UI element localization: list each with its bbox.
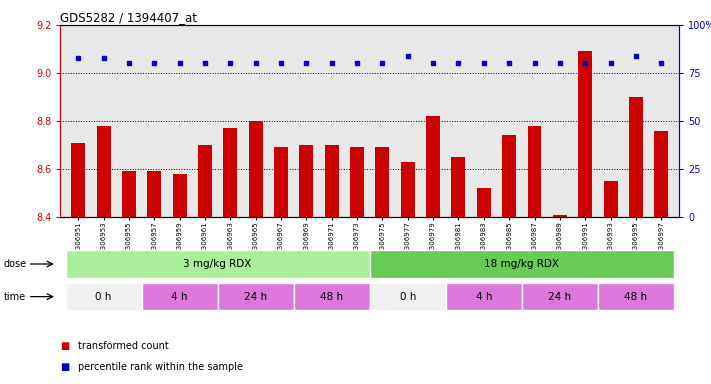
Bar [294,283,370,310]
Bar [223,128,237,217]
Bar [522,283,598,310]
Text: 0 h: 0 h [95,291,112,302]
Bar [141,283,218,310]
Bar [553,215,567,217]
Bar [218,283,294,310]
Bar [97,126,110,217]
Bar [370,283,446,310]
Text: 0 h: 0 h [400,291,416,302]
Bar [274,147,288,217]
Bar [198,145,212,217]
Bar [65,250,370,278]
Text: 24 h: 24 h [244,291,267,302]
Text: ■: ■ [60,341,70,351]
Bar [71,142,85,217]
Bar [325,145,338,217]
Bar [401,162,415,217]
Text: GDS5282 / 1394407_at: GDS5282 / 1394407_at [60,12,198,25]
Text: time: time [4,291,26,302]
Bar [629,97,643,217]
Text: 24 h: 24 h [548,291,572,302]
Bar [604,181,618,217]
Bar [375,147,390,217]
Text: 4 h: 4 h [171,291,188,302]
Text: 48 h: 48 h [320,291,343,302]
Bar [65,283,141,310]
Bar [598,283,674,310]
Text: 48 h: 48 h [624,291,648,302]
Bar [502,136,516,217]
Bar [477,188,491,217]
Bar [147,171,161,217]
Text: 18 mg/kg RDX: 18 mg/kg RDX [484,259,560,269]
Bar [122,171,136,217]
Bar [654,131,668,217]
Bar [350,147,364,217]
Bar [446,283,522,310]
Text: transformed count: transformed count [78,341,169,351]
Bar [578,51,592,217]
Text: percentile rank within the sample: percentile rank within the sample [78,362,243,372]
Bar [249,121,262,217]
Bar [370,250,674,278]
Bar [528,126,542,217]
Bar [426,116,440,217]
Text: dose: dose [4,259,27,269]
Text: 4 h: 4 h [476,291,492,302]
Bar [173,174,186,217]
Bar [451,157,466,217]
Text: ■: ■ [60,362,70,372]
Text: 3 mg/kg RDX: 3 mg/kg RDX [183,259,252,269]
Bar [299,145,314,217]
